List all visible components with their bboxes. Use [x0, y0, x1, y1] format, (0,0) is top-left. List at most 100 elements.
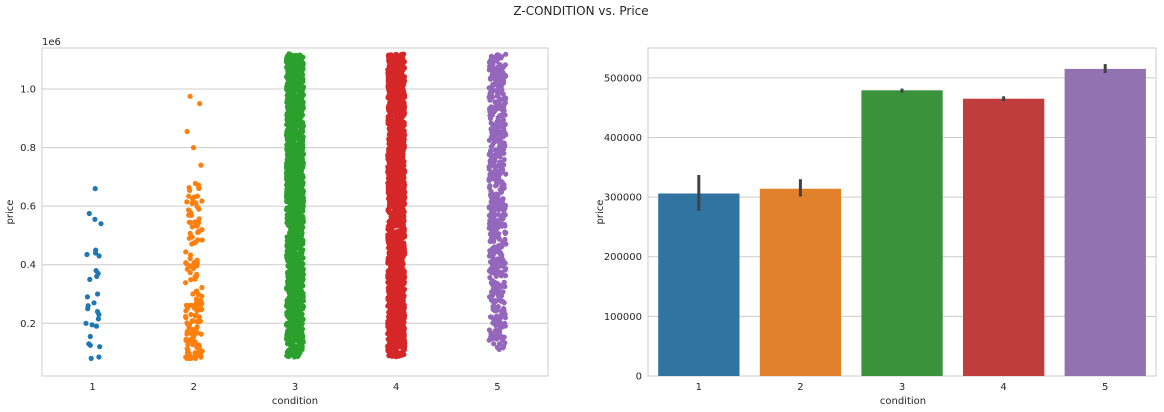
strip-point [285, 350, 291, 356]
strip-point [87, 333, 93, 340]
strip-point [188, 311, 194, 318]
strip-point [289, 103, 295, 109]
strip-point [184, 337, 190, 344]
strip-point [298, 173, 304, 179]
strip-point [299, 317, 306, 323]
strip-point [491, 108, 497, 114]
strip-point [399, 162, 405, 168]
strip-point [393, 199, 399, 206]
strip-point [284, 64, 290, 70]
strip-point [385, 259, 392, 265]
strip-point [190, 145, 197, 151]
strip-point [89, 322, 95, 328]
y-tick-label: 300000 [604, 193, 642, 204]
strip-point [285, 106, 291, 112]
strip-point [490, 62, 496, 68]
strip-point [385, 70, 391, 76]
strip-point [402, 233, 408, 240]
strip-point [498, 308, 505, 314]
bar [658, 193, 740, 376]
y-tick-label: 0.6 [20, 202, 36, 213]
strip-point [385, 207, 391, 213]
strip-point [190, 318, 196, 324]
strip-point [499, 186, 505, 193]
strip-point [83, 320, 89, 326]
strip-point [501, 157, 507, 163]
y-tick-label: 0.2 [20, 319, 36, 330]
strip-point [500, 80, 506, 86]
strip-point [385, 175, 391, 181]
strip-point [185, 341, 191, 348]
strip-point [286, 119, 292, 125]
strip-point [199, 306, 205, 312]
strip-point [191, 194, 197, 200]
strip-point [490, 200, 497, 206]
strip-point [186, 212, 192, 218]
strip-point [300, 208, 306, 214]
strip-point [395, 62, 401, 68]
strip-point [187, 353, 193, 359]
strip-point [96, 311, 102, 318]
strip-point [183, 302, 189, 308]
strip-point [284, 189, 290, 195]
strip-point [502, 230, 508, 236]
strip-point [499, 64, 505, 70]
strip-point [499, 293, 505, 299]
strip-point [396, 343, 402, 349]
strip-point [496, 72, 502, 78]
strip-point [487, 248, 493, 254]
strip-point [193, 312, 199, 318]
strip-point [289, 264, 295, 270]
strip-point [389, 226, 395, 232]
strip-point [391, 57, 397, 63]
strip-point [389, 274, 395, 280]
strip-point [191, 263, 197, 269]
strip-point [394, 349, 401, 355]
strip-point [186, 235, 192, 241]
strip-point [498, 250, 504, 256]
strip-point [290, 287, 296, 293]
strip-point [95, 316, 101, 322]
strip-point [194, 297, 200, 303]
strip-point [288, 154, 294, 161]
strip-point [294, 343, 300, 350]
strip-point [296, 234, 302, 240]
x-tick-label: 2 [191, 382, 197, 393]
strip-point [494, 89, 500, 95]
strip-point [299, 331, 305, 338]
strip-point [490, 258, 496, 264]
strip-point [499, 263, 505, 269]
strip-point [285, 308, 292, 314]
strip-point [393, 335, 399, 341]
strip-point [193, 288, 200, 294]
strip-point [498, 244, 504, 250]
strip-point [286, 177, 292, 183]
strip-point [499, 105, 505, 111]
x-tick-label: 5 [494, 382, 500, 393]
strip-point [284, 243, 290, 250]
strip-point [183, 308, 189, 314]
strip-point [392, 84, 399, 90]
strip-point [291, 326, 297, 332]
strip-point [398, 147, 404, 153]
strip-point [293, 244, 299, 250]
strip-point [290, 191, 296, 197]
strip-point [502, 212, 508, 218]
strip-point [396, 310, 402, 316]
strip-point [402, 94, 408, 100]
strip-point [92, 186, 98, 192]
strip-point [92, 250, 99, 256]
strip-point [298, 239, 304, 245]
strip-point [199, 284, 205, 291]
strip-point [192, 353, 198, 359]
strip-point [293, 185, 300, 191]
bar [963, 98, 1045, 376]
strip-point [401, 315, 407, 321]
bar-chart-x-label: condition [880, 396, 926, 407]
strip-point [289, 127, 295, 134]
y-tick-label: 100000 [604, 312, 642, 323]
strip-point [193, 329, 199, 335]
strip-point [291, 295, 297, 301]
strip-point [197, 318, 203, 324]
x-tick-label: 3 [292, 382, 298, 393]
